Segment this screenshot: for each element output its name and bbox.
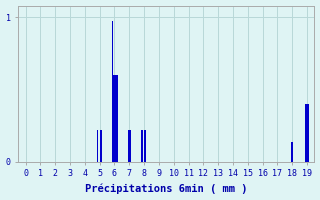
Bar bbox=[113, 75, 116, 162]
Bar bbox=[305, 104, 309, 162]
Bar bbox=[128, 130, 131, 162]
Bar bbox=[97, 130, 98, 162]
Bar bbox=[115, 75, 118, 162]
Bar bbox=[141, 130, 143, 162]
Bar bbox=[291, 142, 293, 162]
Bar bbox=[112, 21, 113, 162]
Bar bbox=[100, 130, 102, 162]
Bar bbox=[144, 130, 146, 162]
X-axis label: Précipitations 6min ( mm ): Précipitations 6min ( mm ) bbox=[85, 184, 248, 194]
